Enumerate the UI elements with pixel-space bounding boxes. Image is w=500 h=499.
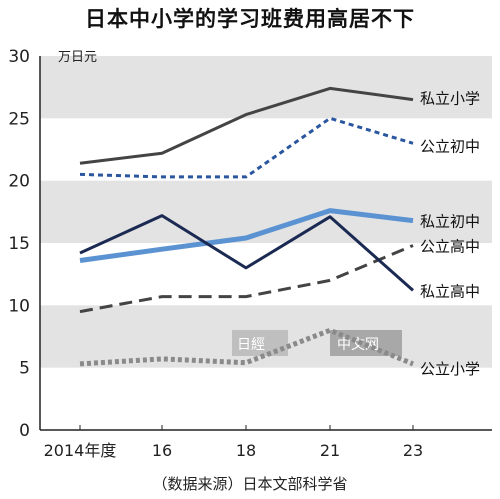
series-label: 公立高中 <box>420 237 480 255</box>
series-line-1 <box>79 116 414 179</box>
x-tick-label: 16 <box>152 441 172 460</box>
watermark-logo-box <box>232 330 288 356</box>
chart-title: 日本中小学的学习班费用高居不下 <box>85 7 415 31</box>
x-tick-label: 21 <box>320 441 340 460</box>
series-label: 私立高中 <box>420 282 480 300</box>
axes <box>39 56 492 431</box>
y-axis-ticks: 0 5 10 15 20 25 30 <box>8 47 30 441</box>
watermark-site-text: 中文网 <box>337 337 379 353</box>
y-tick-label: 0 <box>19 421 30 441</box>
y-tick-label: 10 <box>8 296 30 316</box>
y-tick-label: 15 <box>8 234 30 254</box>
unit-label: 万日元 <box>58 50 97 65</box>
series-label: 公立小学 <box>420 360 480 378</box>
series-lines <box>79 86 414 367</box>
y-tick-label: 30 <box>8 47 30 67</box>
series-label: 私立小学 <box>420 90 480 108</box>
source-note: （数据来源）日本文部科学省 <box>152 475 348 493</box>
y-tick-label: 20 <box>8 172 30 192</box>
x-tick-label: 23 <box>403 441 423 460</box>
y-tick-label: 25 <box>8 109 30 129</box>
series-label: 私立初中 <box>420 213 480 231</box>
x-tick-label: 2014年度 <box>44 441 117 460</box>
x-tick-label: 18 <box>236 441 256 460</box>
watermark-logo-text: 日經 <box>237 337 265 353</box>
x-axis-ticks: 2014年度 16 18 21 23 <box>44 425 423 460</box>
y-tick-label: 5 <box>19 359 30 379</box>
series-label: 公立初中 <box>420 137 480 155</box>
